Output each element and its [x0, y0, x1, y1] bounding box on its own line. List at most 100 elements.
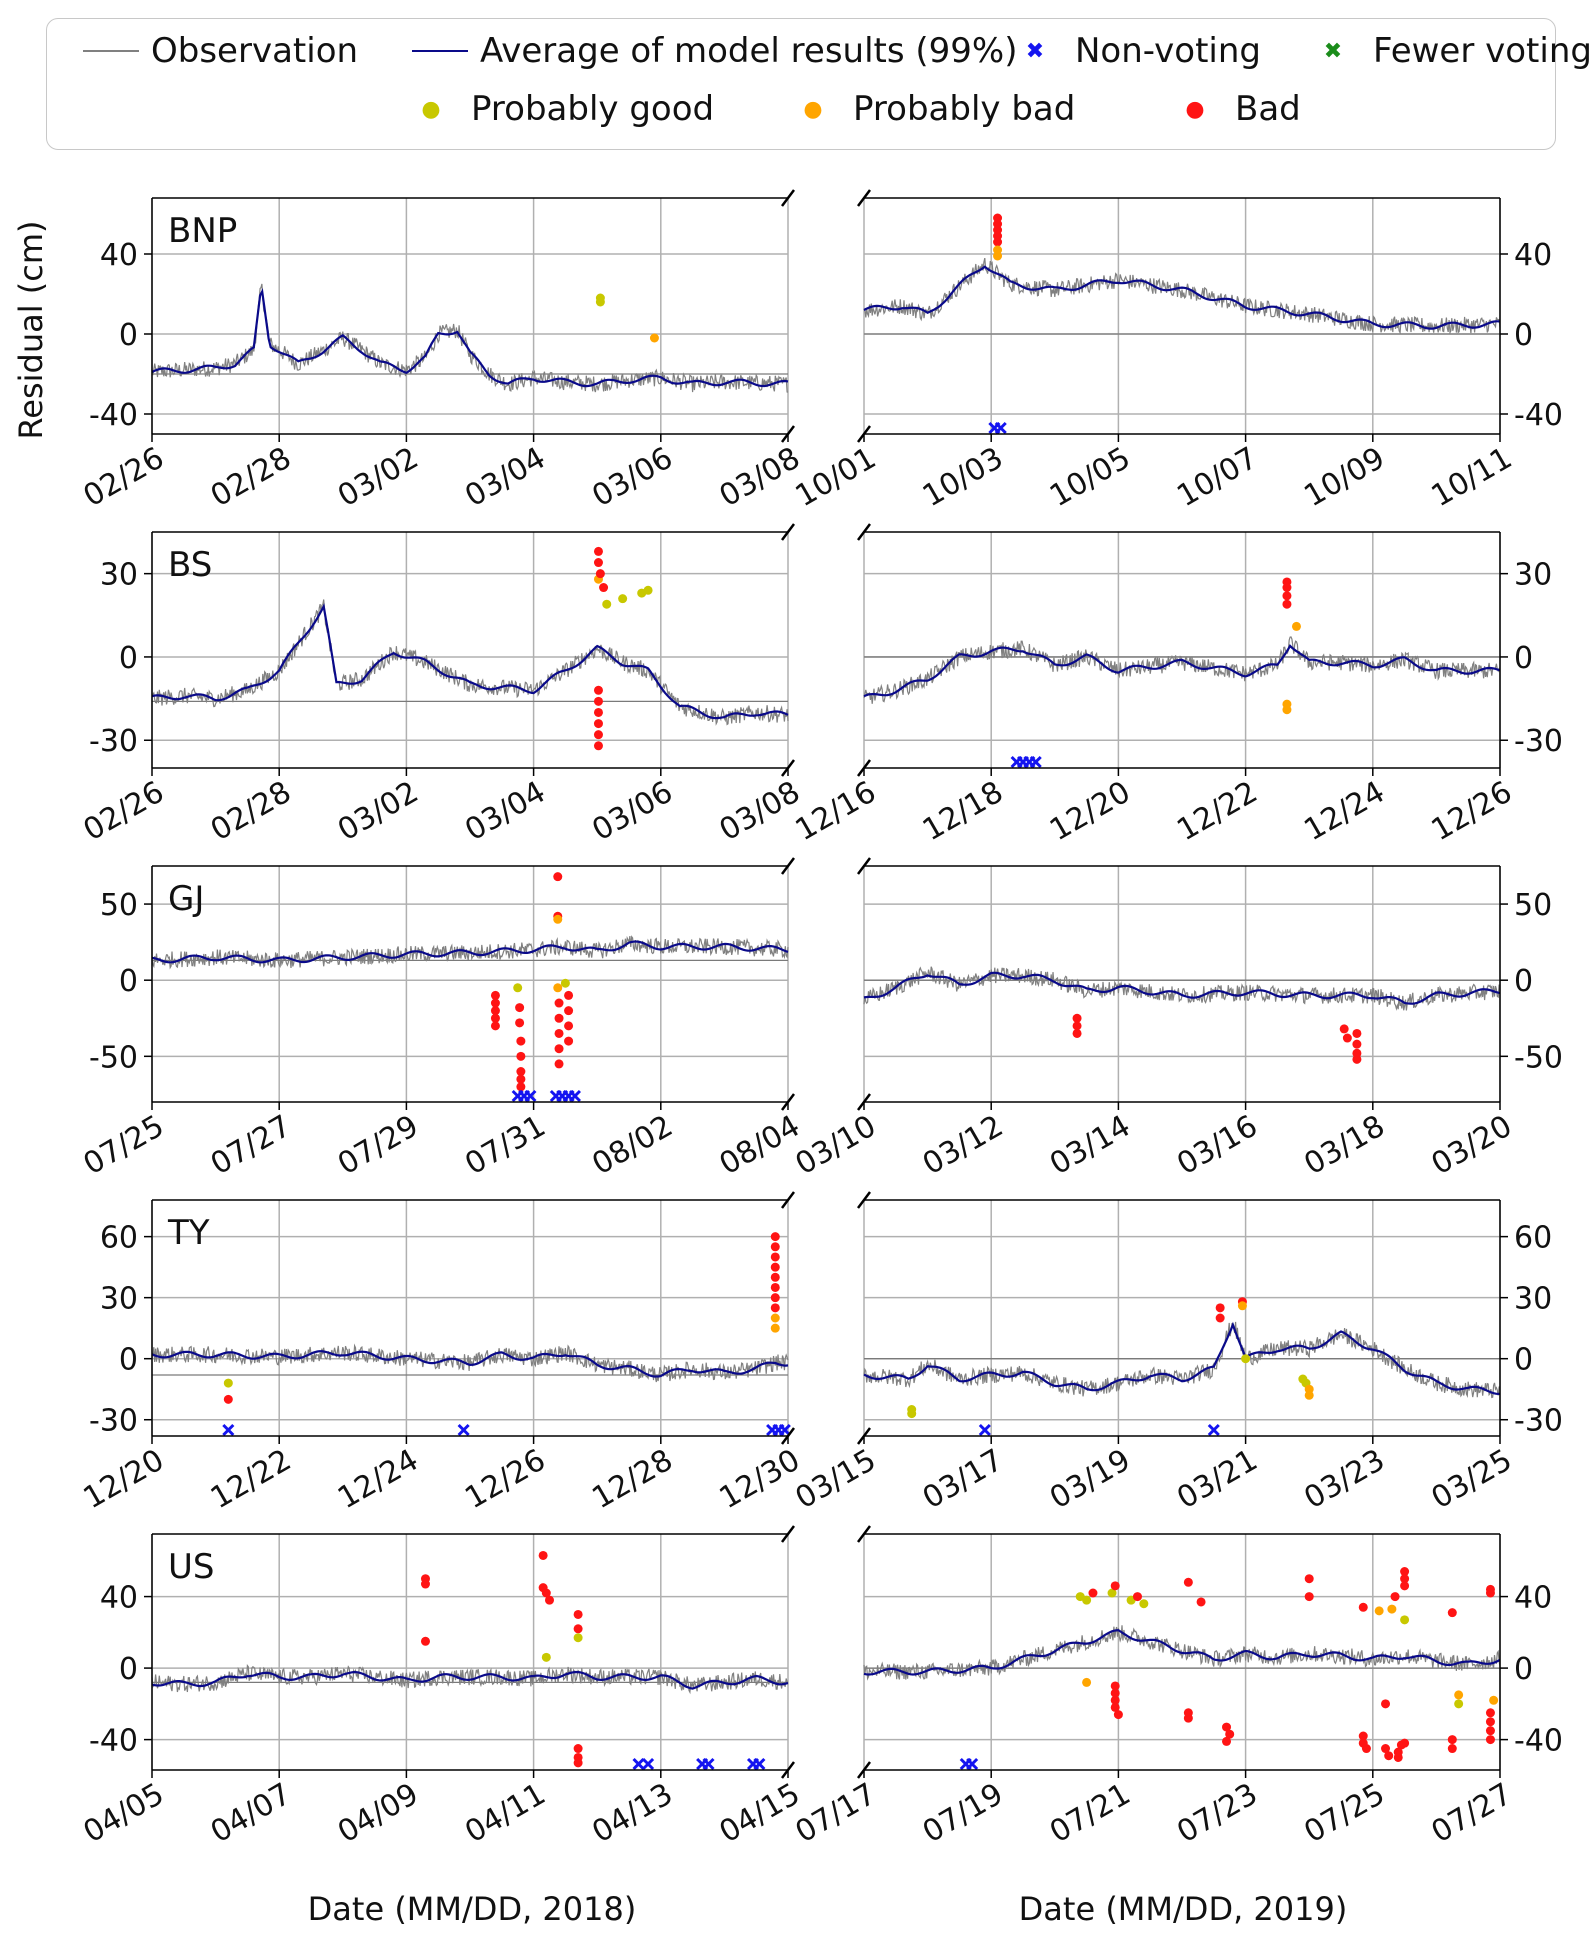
station-label: TY: [167, 1213, 210, 1253]
y-tick-label: -40: [89, 1724, 138, 1759]
y-tick-label: 0: [119, 641, 138, 676]
flag-point-bad: [770, 1232, 780, 1242]
flag-point-bad: [1072, 1013, 1082, 1023]
x-tick-label: 07/27: [1426, 1777, 1518, 1851]
flag-point-bad: [490, 1021, 500, 1031]
flag-point-probably-good: [595, 297, 605, 307]
flag-point-probably-good: [1107, 1588, 1117, 1598]
flag-point-bad: [515, 1003, 525, 1013]
panel-bnp-left: -40 0 40 02/26 02/28 03/02 03/04 03/06 03/08 BNP: [78, 189, 806, 515]
flag-point-bad: [1352, 1054, 1362, 1064]
flag-point-bad: [554, 1044, 564, 1054]
flag-point-bad: [1282, 583, 1292, 593]
flag-point-probably-bad: [1237, 1301, 1247, 1311]
observation-series: [863, 257, 1501, 335]
x-tick-label: 02/28: [205, 775, 297, 849]
flag-point-probably-good: [618, 594, 628, 604]
legend-probably-good-dot-icon: ●: [421, 96, 441, 122]
panel-background: [864, 1200, 1500, 1436]
x-tick-label: 12/20: [1044, 775, 1136, 849]
average-series: [863, 1321, 1500, 1395]
flag-point-bad: [1485, 1584, 1495, 1594]
flag-point-probably-bad: [770, 1313, 780, 1323]
flag-point-bad: [223, 1394, 233, 1404]
flag-point-bad: [516, 1074, 526, 1084]
flag-point-bad: [1196, 1597, 1206, 1607]
x-tick-label: 12/24: [1298, 775, 1390, 849]
x-tick-label: 03/21: [1171, 1443, 1263, 1517]
x-tick-label: 02/26: [78, 775, 170, 849]
flag-point-bad: [1282, 591, 1292, 601]
panel-background: [152, 198, 788, 434]
flag-point-probably-bad: [1082, 1677, 1092, 1687]
y-tick-label: 0: [119, 1652, 138, 1687]
y-tick-label: -30: [1514, 1404, 1563, 1439]
x-tick-label: 03/20: [1426, 1109, 1518, 1183]
station-label: BS: [168, 545, 212, 585]
flag-point-bad: [770, 1262, 780, 1272]
flag-point-bad: [545, 1595, 554, 1605]
flag-point-bad: [1400, 1738, 1410, 1748]
observation-series: [863, 1625, 1501, 1681]
flag-point-bad: [1342, 1033, 1352, 1043]
flag-point-bad: [1304, 1592, 1314, 1602]
flag-point-bad: [1400, 1567, 1410, 1577]
legend-average-line-icon: [412, 50, 468, 52]
panel-gj-left: -50 0 50 07/25 07/27 07/29 07/31 08/02 08/04 GJ: [78, 857, 806, 1183]
flag-point-probably-bad: [1387, 1604, 1397, 1614]
flag-point-bad: [1215, 1303, 1225, 1313]
panel-ty-left: -30 0 30 60 12/20 12/22 12/24 12/26 12/28 12/30 TY: [78, 1191, 806, 1517]
flag-point-bad: [1358, 1602, 1368, 1612]
flag-point-bad: [1390, 1592, 1400, 1602]
average-series: [151, 1670, 789, 1690]
x-tick-label: 03/17: [917, 1443, 1009, 1517]
flag-point-bad: [554, 1059, 564, 1069]
y-tick-label: -50: [1514, 1040, 1563, 1075]
flag-point-probably-bad: [1489, 1695, 1499, 1705]
average-series: [151, 940, 789, 964]
flag-point-bad: [490, 990, 500, 1000]
flag-point-bad: [770, 1252, 780, 1262]
legend-non-voting-x-icon: ✖: [1025, 38, 1045, 64]
flag-point-bad: [1400, 1581, 1410, 1591]
flag-point-bad: [554, 1013, 564, 1023]
flag-point-bad: [1215, 1313, 1225, 1323]
x-tick-label: 03/06: [586, 441, 678, 515]
y-tick-label: 0: [119, 1343, 138, 1378]
flag-point-bad: [1447, 1744, 1457, 1754]
x-tick-label: 03/02: [332, 441, 424, 515]
flag-point-bad: [1339, 1024, 1349, 1034]
flag-point-bad: [593, 719, 603, 729]
y-tick-label: 0: [1514, 964, 1533, 999]
x-tick-label: 12/20: [78, 1443, 170, 1517]
x-tick-label: 07/27: [205, 1109, 297, 1183]
flag-point-bad: [538, 1550, 548, 1560]
legend-fewer-voting-x-icon: ✖: [1323, 38, 1343, 64]
x-tick-label: 04/13: [586, 1777, 678, 1851]
flag-point-bad: [993, 237, 1003, 247]
y-tick-label: 30: [100, 558, 138, 593]
flag-point-bad: [516, 1082, 526, 1092]
y-tick-label: 0: [119, 318, 138, 353]
legend-observation: Observation: [83, 31, 358, 71]
flag-point-probably-good: [223, 1378, 233, 1388]
flag-point-probably-good: [643, 585, 653, 595]
flag-point-bad: [593, 707, 603, 717]
flag-point-probably-bad: [1304, 1390, 1314, 1400]
flag-point-bad: [554, 998, 564, 1008]
flag-point-bad: [1384, 1751, 1394, 1761]
flag-point-bad: [593, 730, 603, 740]
flag-point-bad: [1485, 1726, 1495, 1736]
y-tick-label: 40: [1514, 1581, 1552, 1616]
x-tick-label: 08/04: [714, 1109, 806, 1183]
legend-bad: ● Bad: [1167, 89, 1300, 129]
y-tick-label: -40: [1514, 1724, 1563, 1759]
panel-bs-left: -30 0 30 02/26 02/28 03/02 03/04 03/06 03/08 BS: [78, 523, 806, 849]
non-voting-marker: [457, 1423, 470, 1437]
x-tick-label: 07/21: [1044, 1777, 1136, 1851]
flag-point-bad: [1352, 1039, 1362, 1049]
flag-point-probably-good: [513, 983, 523, 993]
x-tick-label: 03/04: [459, 441, 551, 515]
